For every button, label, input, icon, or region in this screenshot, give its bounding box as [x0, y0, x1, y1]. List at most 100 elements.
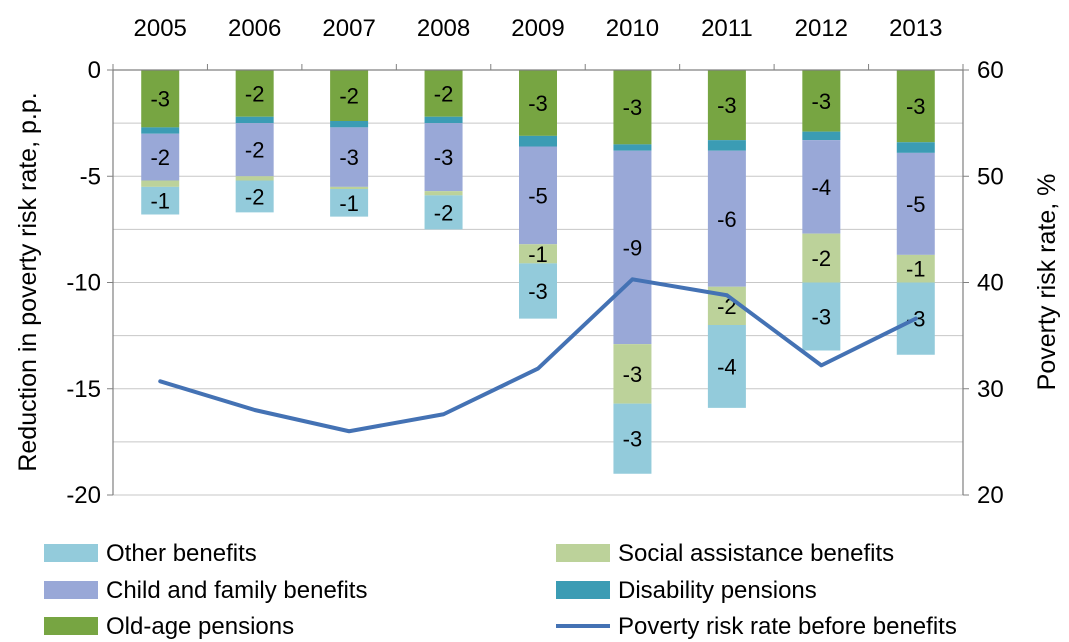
bar-data-label: -9: [623, 235, 643, 260]
bar-segment: [330, 127, 369, 187]
bar-data-label: -5: [528, 183, 548, 208]
category-label: 2008: [417, 15, 470, 42]
bar-segment: [330, 121, 369, 128]
bar-segment: [424, 116, 463, 124]
bar-segment: [802, 233, 841, 283]
bar-segment: [613, 150, 652, 345]
bar-data-label: -4: [717, 354, 737, 379]
bar-data-label: -3: [150, 87, 170, 112]
bar-data-label: -3: [623, 427, 643, 452]
legend-label: Social assistance benefits: [618, 540, 894, 567]
category-label: 2012: [795, 15, 848, 42]
bar-segment: [141, 133, 180, 181]
bar-data-label: -3: [717, 93, 737, 118]
bar-segment: [896, 152, 935, 255]
y2-tick-label: 20: [977, 482, 1004, 509]
y-axis-title: Reduction in poverty risk rate, p.p.: [14, 92, 42, 471]
bar-segment: [424, 70, 463, 117]
poverty-line-series: [158, 277, 918, 434]
bar-data-label: -2: [150, 145, 170, 170]
bar-segment: [424, 191, 463, 196]
y2-tick-label: 60: [977, 57, 1004, 84]
bar-segment: [141, 127, 180, 134]
legend-swatch: [44, 544, 98, 562]
y2-axis-title: Poverty risk rate, %: [1033, 174, 1061, 391]
bar-segment: [707, 150, 746, 287]
bar-data-label: -3: [339, 145, 359, 170]
legend: Other benefits Social assistance benefits…: [44, 540, 957, 640]
bar-segment: [519, 263, 557, 319]
bar-data-label: -3: [812, 89, 832, 114]
bar-data-label: -2: [339, 84, 359, 109]
bar-data-label: -3: [623, 362, 643, 387]
category-label: 2006: [228, 15, 281, 42]
y2-tick-label: 50: [977, 163, 1004, 190]
bar-data-label: -5: [906, 192, 926, 217]
bar-segment: [235, 180, 274, 213]
bar-segment: [235, 70, 274, 117]
bar-data-label: -3: [528, 91, 548, 116]
segment-labels: -3 -2 -1 -2 -2 -2 -2 -3 -1 -2 -3 -2 -3 -5 -1 -3 -3 -9 -3 -3…: [150, 81, 925, 451]
bar-segment: [613, 403, 652, 474]
bar-data-label: -4: [812, 175, 832, 200]
bar-segments: [141, 70, 935, 474]
bar-data-label: -3: [812, 305, 832, 330]
bar-segment: [519, 244, 557, 264]
category-label: 2007: [322, 15, 375, 42]
bar-segment: [424, 195, 463, 230]
bar-segment: [707, 325, 746, 408]
legend-swatch: [556, 544, 610, 562]
y-tick-label: -15: [66, 376, 101, 403]
bar-segment: [330, 70, 369, 121]
bar-data-label: -3: [623, 95, 643, 120]
bar-data-label: -1: [528, 242, 548, 267]
bar-segment: [424, 123, 463, 192]
bar-segment: [613, 344, 652, 404]
bar-data-label: -2: [245, 138, 265, 163]
bar-segment: [802, 140, 841, 234]
bar-data-label: -2: [434, 200, 454, 225]
bar-segment: [141, 180, 180, 187]
legend-label: Old-age pensions: [106, 613, 294, 640]
legend-label: Child and family benefits: [106, 577, 367, 604]
line-poverty-risk-rate: [158, 277, 918, 434]
category-label: 2009: [511, 15, 564, 42]
bar-data-label: -6: [717, 207, 737, 232]
bar-data-label: -2: [812, 246, 832, 271]
bar-data-label: -2: [245, 81, 265, 106]
bar-segment: [613, 70, 652, 145]
bar-segment: [330, 189, 369, 217]
category-label: 2013: [889, 15, 942, 42]
bar-data-label: -2: [245, 184, 265, 209]
bar-segment: [235, 123, 274, 177]
bar-segment: [896, 142, 935, 153]
bar-segment: [235, 176, 274, 181]
bar-segment: [707, 140, 746, 151]
bar-data-label: -2: [434, 81, 454, 106]
bar-segment: [519, 135, 557, 147]
y2-tick-label: 30: [977, 376, 1004, 403]
y2-tick-label: 40: [977, 270, 1004, 297]
category-label: 2005: [134, 15, 187, 42]
bar-segment: [802, 282, 841, 351]
legend-swatch: [44, 617, 98, 635]
legend-label: Other benefits: [106, 540, 257, 567]
bar-data-label: -3: [906, 94, 926, 119]
y-tick-label: -5: [80, 163, 101, 190]
category-label: 2011: [701, 15, 753, 42]
bar-segment: [330, 186, 369, 189]
bar-segment: [141, 70, 180, 128]
bar-segment: [519, 146, 557, 245]
bar-segment: [802, 70, 841, 132]
bar-segment: [519, 70, 557, 136]
category-labels: 2005 2006 2007 2008 2009 2010 2011 2012 2013: [134, 15, 943, 42]
legend-swatch: [556, 581, 610, 599]
bar-data-label: -3: [434, 145, 454, 170]
y-tick-label: 0: [88, 57, 101, 84]
legend-swatch: [44, 581, 98, 599]
bar-segment: [141, 186, 180, 215]
bar-data-label: -1: [150, 189, 170, 214]
legend-label: Poverty risk rate before benefits: [618, 613, 957, 640]
bar-segment: [613, 144, 652, 151]
